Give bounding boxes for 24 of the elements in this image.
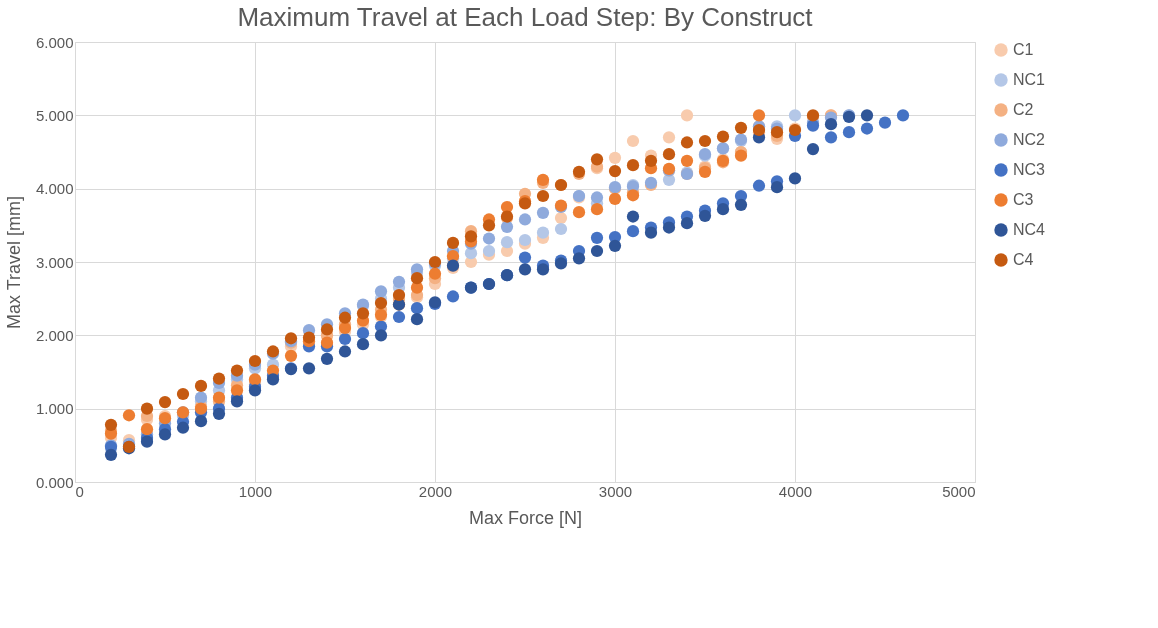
y-tick-label: 6.000 bbox=[35, 33, 74, 51]
legend-label: C4 bbox=[1013, 251, 1034, 268]
y-tick-label: 4.000 bbox=[35, 180, 74, 198]
y-tick-label: 1.000 bbox=[35, 400, 74, 418]
legend-label: C1 bbox=[1013, 41, 1034, 58]
y-axis-title: Max Travel [mm] bbox=[3, 195, 24, 330]
x-axis-title: Max Force [N] bbox=[468, 507, 583, 528]
legend-label: C3 bbox=[1013, 191, 1034, 208]
x-tick-label: 1000 bbox=[238, 482, 273, 500]
y-tick-label: 0.000 bbox=[35, 473, 74, 491]
legend-label: NC3 bbox=[1013, 161, 1046, 178]
legend-label: C2 bbox=[1013, 101, 1034, 118]
x-tick-label: 2000 bbox=[418, 482, 453, 500]
chart-title: Maximum Travel at Each Load Step: By Construct bbox=[237, 2, 814, 32]
x-tick-label: 0 bbox=[75, 482, 84, 500]
y-tick-label: 3.000 bbox=[35, 253, 74, 271]
y-tick-label: 2.000 bbox=[35, 326, 74, 344]
legend-label: NC1 bbox=[1013, 71, 1046, 88]
x-tick-label: 3000 bbox=[598, 482, 633, 500]
legend-label: NC2 bbox=[1013, 131, 1046, 148]
legend-label: NC4 bbox=[1013, 221, 1046, 238]
y-tick-label: 5.000 bbox=[35, 106, 74, 124]
x-tick-label: 5000 bbox=[942, 482, 976, 500]
x-tick-label: 4000 bbox=[778, 482, 813, 500]
